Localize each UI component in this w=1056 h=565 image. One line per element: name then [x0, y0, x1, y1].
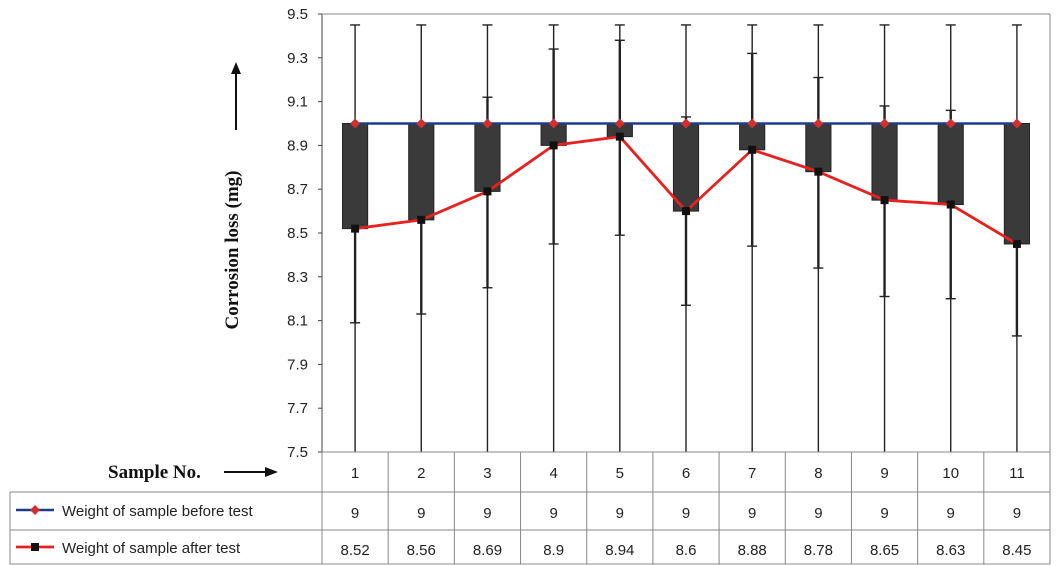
y-tick-label: 7.7: [287, 400, 308, 417]
point-before: [416, 118, 427, 129]
point-after: [814, 167, 823, 176]
data-label: 9: [682, 505, 690, 522]
point-before: [879, 118, 890, 129]
x-axis-arrow-icon: [224, 467, 278, 477]
point-before: [614, 118, 625, 129]
data-label: 9: [417, 505, 425, 522]
category-label: 10: [942, 465, 959, 482]
legend-label-after: Weight of sample after test: [62, 540, 241, 557]
loss-box: [871, 123, 898, 201]
y-tick-label: 9.3: [287, 50, 308, 67]
data-label: 8.65: [870, 542, 899, 559]
point-after: [351, 224, 360, 233]
data-label: 8.56: [407, 542, 436, 559]
point-after: [615, 132, 624, 141]
x-axis-title: Sample No.: [108, 462, 201, 483]
data-label: 9: [549, 505, 557, 522]
point-after: [946, 200, 955, 209]
loss-box: [937, 123, 964, 206]
legend-marker-before: [30, 505, 40, 515]
data-label: 8.6: [676, 542, 697, 559]
data-label: 9: [947, 505, 955, 522]
category-label: 8: [814, 465, 822, 482]
category-label: 1: [351, 465, 359, 482]
point-after: [682, 207, 690, 216]
point-after: [748, 145, 757, 154]
category-label: 6: [682, 465, 690, 482]
data-label: 9: [616, 505, 624, 522]
point-after: [483, 187, 492, 196]
loss-box: [672, 123, 700, 212]
point-after: [1012, 239, 1021, 248]
data-label: 9: [880, 505, 888, 522]
data-label: 8.52: [340, 542, 369, 559]
data-label: 9: [1013, 505, 1021, 522]
point-after: [549, 141, 558, 150]
y-tick-label: 9.5: [287, 6, 308, 23]
data-label: 8.69: [473, 542, 502, 559]
loss-box: [408, 123, 435, 221]
legend-marker-after: [31, 543, 39, 551]
point-before: [813, 118, 824, 129]
y-tick-label: 7.5: [287, 444, 308, 461]
y-tick-label: 9.1: [287, 94, 308, 111]
y-axis-arrow-icon: [231, 62, 241, 130]
point-after: [417, 215, 426, 224]
point-before: [350, 118, 361, 129]
data-table: 1 2 3 4 5 6 7 8 9 10 11 9 9 9 9 9 9 9 9 9 9 9 8.52 8.56 8.69 8.9 8…: [9, 451, 1051, 565]
point-before: [1011, 118, 1022, 129]
point-before: [548, 118, 559, 129]
x-axis-title-group: Sample No.: [108, 462, 278, 483]
y-tick-label: 7.9: [287, 356, 308, 373]
y-axis-ticks: 7.5 7.7 7.9 8.1 8.3 8.5 8.7 8.9 9.1 9.3 9.5: [287, 6, 322, 461]
point-before: [681, 118, 691, 129]
data-label: 9: [483, 505, 491, 522]
y-axis-title-group: Corrosion loss (mg): [222, 62, 243, 330]
data-label: 9: [748, 505, 756, 522]
category-label: 11: [1009, 465, 1025, 482]
y-tick-label: 8.5: [287, 225, 308, 242]
category-label: 2: [417, 465, 425, 482]
data-label: 8.94: [605, 542, 634, 559]
loss-box: [342, 123, 369, 230]
loss-box: [805, 123, 832, 173]
y-tick-label: 8.3: [287, 269, 308, 286]
point-before: [482, 118, 493, 129]
data-label: 8.78: [804, 542, 833, 559]
point-after: [880, 196, 889, 205]
category-label: 7: [748, 465, 756, 482]
point-before: [747, 118, 758, 129]
loss-box: [474, 123, 501, 192]
category-label: 9: [880, 465, 888, 482]
y-axis-title: Corrosion loss (mg): [222, 170, 243, 329]
loss-box: [1003, 123, 1030, 245]
x-arrow-head: [265, 467, 278, 477]
y-tick-label: 8.1: [287, 313, 308, 330]
data-label: 8.63: [936, 542, 965, 559]
y-tick-label: 8.9: [287, 137, 308, 154]
y-arrow-head: [231, 62, 241, 74]
category-label: 3: [483, 465, 491, 482]
plot-area: [321, 13, 1051, 453]
data-label: 8.9: [543, 542, 564, 559]
data-label: 8.45: [1002, 542, 1031, 559]
point-before: [945, 118, 956, 129]
data-label: 9: [351, 505, 359, 522]
category-label: 5: [616, 465, 624, 482]
legend-label-before: Weight of sample before test: [62, 503, 253, 520]
y-tick-label: 8.7: [287, 181, 308, 198]
data-label: 8.88: [738, 542, 767, 559]
data-label: 9: [814, 505, 822, 522]
category-label: 4: [549, 465, 557, 482]
